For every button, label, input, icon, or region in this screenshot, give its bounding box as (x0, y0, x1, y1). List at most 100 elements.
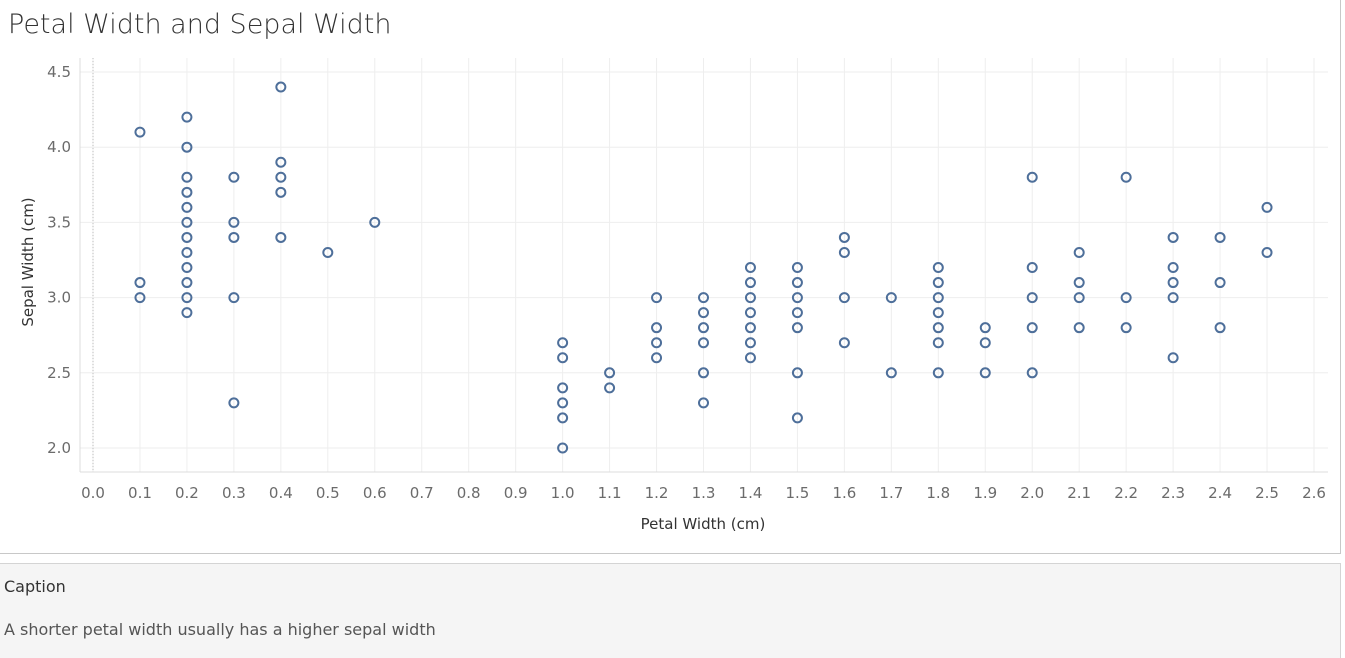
data-point[interactable] (1167, 292, 1179, 304)
data-point[interactable] (1026, 262, 1038, 274)
data-point[interactable] (1214, 322, 1226, 334)
data-point[interactable] (181, 171, 193, 183)
data-point[interactable] (979, 337, 991, 349)
y-tick-label: 3.0 (47, 289, 71, 307)
data-point[interactable] (932, 262, 944, 274)
data-point[interactable] (557, 442, 569, 454)
data-point[interactable] (275, 186, 287, 198)
data-point[interactable] (1026, 292, 1038, 304)
data-point[interactable] (1120, 322, 1132, 334)
data-point[interactable] (885, 292, 897, 304)
data-point[interactable] (932, 292, 944, 304)
data-point[interactable] (181, 231, 193, 243)
data-point[interactable] (181, 292, 193, 304)
data-point[interactable] (932, 307, 944, 319)
data-point[interactable] (744, 322, 756, 334)
data-point[interactable] (744, 292, 756, 304)
data-point[interactable] (932, 337, 944, 349)
data-point[interactable] (181, 262, 193, 274)
data-point[interactable] (1167, 231, 1179, 243)
data-point[interactable] (1073, 292, 1085, 304)
data-point[interactable] (1167, 262, 1179, 274)
data-point[interactable] (322, 246, 334, 258)
data-point[interactable] (604, 382, 616, 394)
data-point[interactable] (1026, 322, 1038, 334)
data-point[interactable] (557, 397, 569, 409)
data-point[interactable] (1073, 322, 1085, 334)
data-point[interactable] (744, 352, 756, 364)
data-point[interactable] (181, 216, 193, 228)
data-point[interactable] (838, 337, 850, 349)
data-point[interactable] (698, 397, 709, 409)
data-point[interactable] (651, 337, 663, 349)
data-point[interactable] (228, 216, 240, 228)
data-point[interactable] (651, 352, 663, 364)
data-point[interactable] (791, 277, 803, 289)
data-point[interactable] (181, 141, 193, 153)
data-point[interactable] (275, 231, 287, 243)
data-point[interactable] (369, 216, 381, 228)
data-point[interactable] (557, 337, 569, 349)
data-point[interactable] (1261, 201, 1273, 213)
data-point[interactable] (275, 156, 287, 168)
data-point[interactable] (932, 322, 944, 334)
data-point[interactable] (651, 292, 663, 304)
data-point[interactable] (744, 307, 756, 319)
data-point[interactable] (1214, 277, 1226, 289)
data-point[interactable] (1120, 292, 1132, 304)
data-point[interactable] (698, 307, 709, 319)
data-point[interactable] (557, 412, 569, 424)
data-point[interactable] (134, 292, 146, 304)
data-point[interactable] (181, 277, 193, 289)
data-point[interactable] (557, 382, 569, 394)
data-point[interactable] (1120, 171, 1132, 183)
data-point[interactable] (744, 277, 756, 289)
data-point[interactable] (1167, 352, 1179, 364)
data-point[interactable] (744, 337, 756, 349)
data-point[interactable] (838, 246, 850, 258)
data-point[interactable] (1073, 246, 1085, 258)
x-tick-label: 1.2 (645, 484, 669, 502)
data-point[interactable] (275, 81, 287, 93)
data-point[interactable] (604, 367, 616, 379)
data-point[interactable] (181, 111, 193, 123)
data-point[interactable] (791, 262, 803, 274)
data-point[interactable] (181, 186, 193, 198)
data-point[interactable] (228, 292, 240, 304)
data-point[interactable] (979, 322, 991, 334)
data-point[interactable] (791, 367, 803, 379)
data-point[interactable] (791, 307, 803, 319)
data-points (134, 81, 1273, 454)
data-point[interactable] (698, 292, 709, 304)
data-point[interactable] (275, 171, 287, 183)
data-point[interactable] (932, 277, 944, 289)
data-point[interactable] (1261, 246, 1273, 258)
data-point[interactable] (181, 307, 193, 319)
data-point[interactable] (744, 262, 756, 274)
data-point[interactable] (651, 322, 663, 334)
data-point[interactable] (1026, 367, 1038, 379)
data-point[interactable] (134, 126, 146, 138)
data-point[interactable] (1026, 171, 1038, 183)
data-point[interactable] (181, 201, 193, 213)
data-point[interactable] (698, 367, 709, 379)
data-point[interactable] (134, 277, 146, 289)
data-point[interactable] (791, 412, 803, 424)
data-point[interactable] (228, 231, 240, 243)
data-point[interactable] (1214, 231, 1226, 243)
data-point[interactable] (791, 322, 803, 334)
data-point[interactable] (698, 322, 709, 334)
data-point[interactable] (557, 352, 569, 364)
data-point[interactable] (228, 397, 240, 409)
data-point[interactable] (932, 367, 944, 379)
data-point[interactable] (181, 246, 193, 258)
data-point[interactable] (228, 171, 240, 183)
data-point[interactable] (979, 367, 991, 379)
data-point[interactable] (838, 231, 850, 243)
data-point[interactable] (838, 292, 850, 304)
data-point[interactable] (1167, 277, 1179, 289)
data-point[interactable] (885, 367, 897, 379)
data-point[interactable] (698, 337, 709, 349)
data-point[interactable] (791, 292, 803, 304)
data-point[interactable] (1073, 277, 1085, 289)
